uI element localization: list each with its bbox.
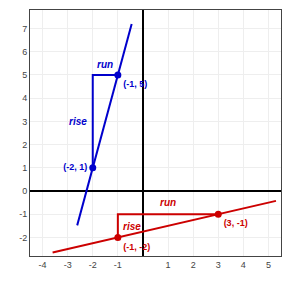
svg-text:6: 6 [22, 47, 27, 57]
svg-text:0: 0 [22, 186, 27, 196]
svg-text:(-1, -2): (-1, -2) [123, 242, 150, 252]
svg-text:2: 2 [22, 140, 27, 150]
svg-text:1: 1 [166, 260, 171, 270]
svg-text:-1: -1 [19, 209, 27, 219]
svg-text:-3: -3 [64, 260, 72, 270]
svg-text:-2: -2 [19, 233, 27, 243]
svg-text:run: run [160, 197, 176, 208]
svg-text:4: 4 [22, 93, 27, 103]
svg-text:3: 3 [216, 260, 221, 270]
svg-text:rise: rise [123, 221, 141, 232]
svg-text:7: 7 [22, 24, 27, 34]
svg-text:(-2, 1): (-2, 1) [63, 162, 87, 172]
svg-text:4: 4 [241, 260, 246, 270]
svg-text:(3, -1): (3, -1) [224, 218, 248, 228]
svg-text:rise: rise [69, 116, 87, 127]
svg-text:-1: -1 [114, 260, 122, 270]
svg-text:run: run [97, 59, 113, 70]
svg-text:5: 5 [22, 70, 27, 80]
svg-text:1: 1 [22, 163, 27, 173]
svg-text:(-1, 5): (-1, 5) [123, 79, 147, 89]
svg-text:-2: -2 [89, 260, 97, 270]
svg-text:2: 2 [191, 260, 196, 270]
svg-text:5: 5 [266, 260, 271, 270]
svg-text:-4: -4 [39, 260, 47, 270]
svg-text:3: 3 [22, 117, 27, 127]
